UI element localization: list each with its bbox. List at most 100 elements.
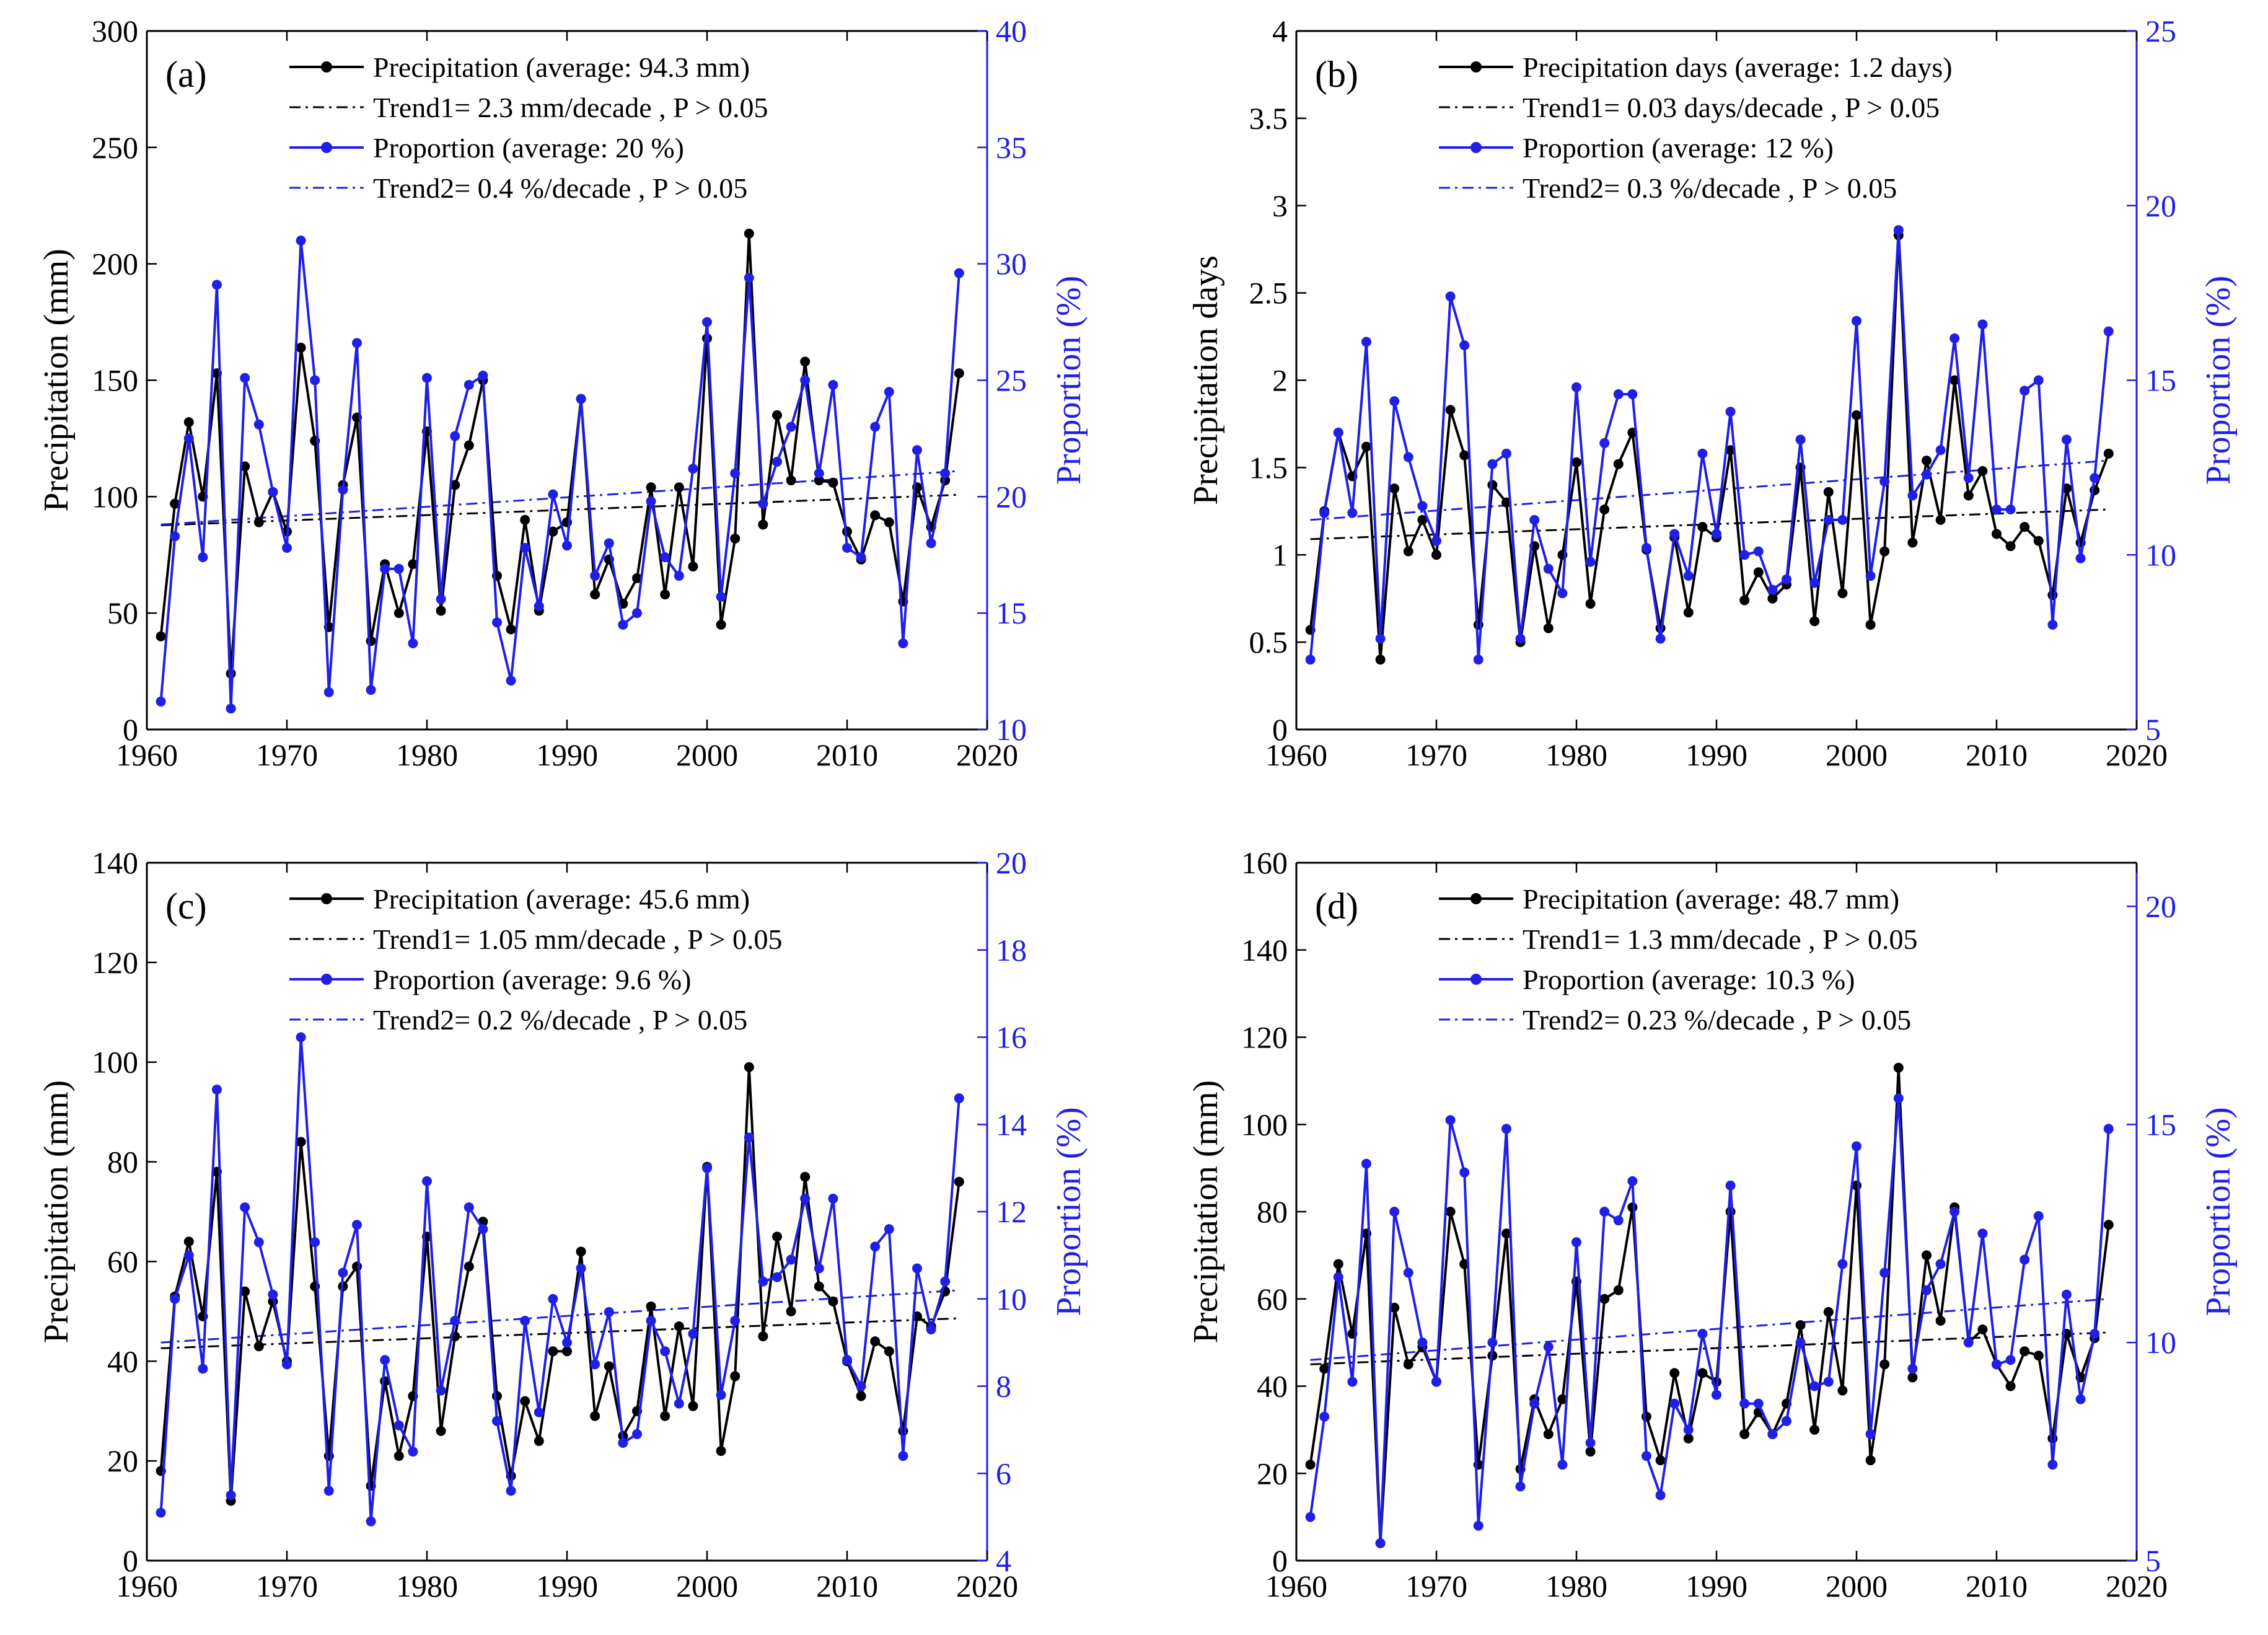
proportion-point xyxy=(393,1420,404,1430)
legend-label: Precipitation days (average: 1.2 days) xyxy=(1523,51,1953,83)
proportion-point xyxy=(1879,476,1890,487)
y2-tick-label: 15 xyxy=(2145,363,2176,398)
y2-tick-label: 12 xyxy=(996,1194,1027,1229)
legend-label: Trend1= 1.3 mm/decade , P > 0.05 xyxy=(1523,923,1918,955)
proportion-point xyxy=(744,273,754,283)
proportion-point xyxy=(1767,584,1778,595)
proportion-point xyxy=(1529,514,1540,525)
precipitation-point xyxy=(2033,535,2044,546)
proportion-point xyxy=(926,538,936,549)
y-tick-label: 20 xyxy=(1257,1456,1288,1491)
proportion-point xyxy=(492,617,502,628)
precipitation-point xyxy=(716,1446,726,1457)
proportion-point xyxy=(1543,563,1554,574)
y-axis-title: Precipitation (mm) xyxy=(1187,1080,1225,1344)
chart-panel-3: 1960 1970 1980 1990 2000 2010 2020020406080100… xyxy=(37,845,1088,1603)
proportion-point xyxy=(1403,1267,1413,1278)
proportion-point xyxy=(1319,1411,1330,1422)
precipitation-point xyxy=(1963,490,1974,501)
y-tick-label: 3 xyxy=(1272,188,1288,223)
proportion-point xyxy=(786,421,796,432)
y-tick-label: 2 xyxy=(1272,363,1288,398)
y2-tick-label: 10 xyxy=(2145,537,2176,572)
legend-label: Proportion (average: 20 %) xyxy=(373,132,684,164)
x-tick-label: 1960 xyxy=(116,1569,178,1603)
precipitation-point xyxy=(1319,1364,1330,1374)
proportion-point xyxy=(408,1447,418,1457)
precipitation-point xyxy=(1543,1429,1554,1439)
proportion-point xyxy=(1473,654,1483,665)
proportion-point xyxy=(912,445,922,456)
precipitation-point xyxy=(954,1176,964,1187)
proportion-point xyxy=(1543,1342,1554,1352)
proportion-point xyxy=(2005,1355,2016,1365)
proportion-point xyxy=(618,619,628,630)
y2-axis-title: Proportion (%) xyxy=(2199,1107,2238,1316)
proportion-point xyxy=(310,1237,320,1248)
proportion-point xyxy=(1837,514,1848,525)
precipitation-point xyxy=(1585,1447,1596,1457)
x-tick-label: 2020 xyxy=(2106,1569,2168,1603)
x-tick-label: 1980 xyxy=(1545,1569,1607,1603)
y2-tick-label: 14 xyxy=(996,1107,1027,1142)
proportion-point xyxy=(198,552,208,563)
x-tick-label: 2010 xyxy=(1966,1569,2028,1603)
proportion-point xyxy=(1782,574,1791,584)
proportion-point xyxy=(366,1516,376,1527)
trend2-line xyxy=(1310,1298,2109,1361)
y-tick-label: 4 xyxy=(1272,14,1288,48)
y2-tick-label: 10 xyxy=(2145,1325,2176,1360)
proportion-point xyxy=(1613,389,1624,400)
x-tick-label: 1990 xyxy=(1686,738,1747,772)
precipitation-point xyxy=(1613,1285,1624,1295)
legend-entry: Trend1= 1.05 mm/decade , P > 0.05 xyxy=(289,923,783,955)
proportion-point xyxy=(1725,407,1736,417)
proportion-point xyxy=(1333,428,1343,438)
proportion-point xyxy=(1431,1377,1441,1387)
proportion-point xyxy=(1501,448,1511,459)
proportion-point xyxy=(1655,1490,1666,1501)
x-tick-label: 2020 xyxy=(956,1569,1018,1603)
precipitation-point xyxy=(393,1451,404,1461)
legend-label: Trend2= 0.2 %/decade , P > 0.05 xyxy=(373,1004,747,1036)
proportion-point xyxy=(352,1220,362,1230)
proportion-point xyxy=(478,370,488,381)
legend-label: Precipitation (average: 45.6 mm) xyxy=(373,883,750,915)
proportion-point xyxy=(856,552,866,563)
precipitation-point xyxy=(520,514,530,525)
legend-entry: Proportion (average: 20 %) xyxy=(289,132,684,164)
precipitation-point xyxy=(1403,546,1413,557)
proportion-point xyxy=(1431,535,1441,546)
proportion-point xyxy=(1977,1228,1988,1239)
legend-marker xyxy=(321,61,332,73)
precipitation-point xyxy=(1809,1424,1820,1435)
legend-entry: Trend1= 0.03 days/decade , P > 0.05 xyxy=(1439,92,1940,123)
proportion-point xyxy=(786,1254,796,1265)
y-tick-label: 20 xyxy=(107,1443,138,1478)
proportion-point xyxy=(2075,1394,2086,1404)
proportion-point xyxy=(1473,1520,1483,1531)
trend2-line xyxy=(1310,459,2109,521)
y2-axis-title: Proportion (%) xyxy=(1050,1107,1088,1316)
proportion-point xyxy=(548,1293,558,1304)
proportion-point xyxy=(1922,469,1932,480)
proportion-point xyxy=(674,571,684,581)
precipitation-point xyxy=(632,573,642,583)
y-tick-label: 0 xyxy=(123,1543,138,1578)
proportion-point xyxy=(156,696,166,707)
precipitation-point xyxy=(1431,550,1441,560)
precipitation-point xyxy=(884,517,894,527)
proportion-point xyxy=(1501,1124,1511,1134)
proportion-point xyxy=(730,468,741,478)
proportion-point xyxy=(464,380,474,390)
precipitation-point xyxy=(183,1236,194,1247)
proportion-point xyxy=(226,1490,236,1501)
proportion-point xyxy=(2090,473,2100,483)
proportion-point xyxy=(352,338,362,348)
proportion-point xyxy=(1459,340,1470,351)
x-tick-label: 1990 xyxy=(536,738,598,772)
proportion-point xyxy=(2047,1460,2058,1470)
precipitation-point xyxy=(408,559,418,570)
proportion-point xyxy=(632,1429,642,1439)
legend-label: Precipitation (average: 94.3 mm) xyxy=(373,51,750,83)
